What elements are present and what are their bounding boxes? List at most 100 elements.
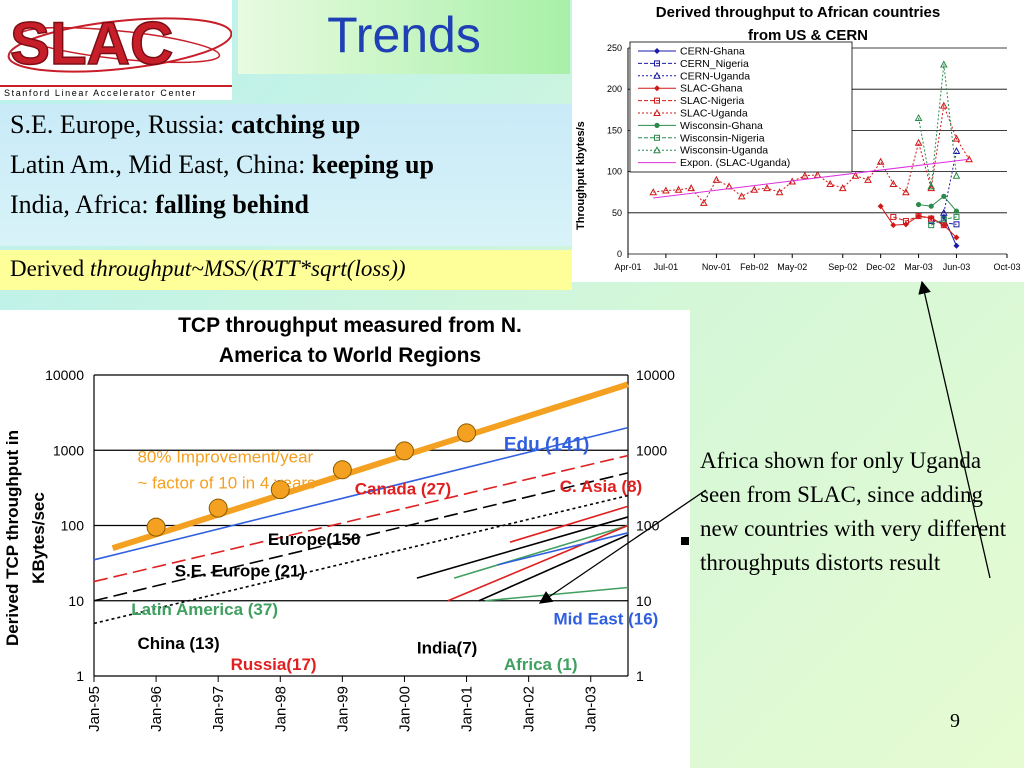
series-edu-141 [93,426,629,561]
point-wisconsin-ghana [928,203,934,209]
point-slac-uganda [864,175,872,183]
improvement-point [208,498,228,518]
point-slac-uganda [687,184,696,192]
bullet-3: India, Africa: falling behind [10,190,309,220]
series-india-7 [478,534,629,602]
tcp-y-tick-label-right: 1000 [636,442,667,458]
trend-bullets: S.E. Europe, Russia: catching up Latin A… [0,104,572,246]
legend-label-slac-uganda: SLAC-Uganda [680,108,748,120]
legend-marker-slac-ghana [654,85,660,92]
legend-marker-slac-nigeria [654,97,660,104]
point-wisconsin-ghana [941,193,947,199]
tcp-chart-title-line2: America to World Regions [219,344,481,367]
point-slac-uganda [662,186,670,194]
point-slac-uganda [801,171,809,179]
series-africa-1 [485,586,629,602]
africa-chart-ylabel: Throughput kbytes/s [575,121,587,230]
slac-logo-text: SLAC [10,10,173,77]
legend-label-cern-ghana: CERN-Ghana [680,46,745,58]
africa-x-tick-label: Jun-03 [943,262,971,272]
point-slac-uganda [952,134,961,142]
africa-y-tick-label: 50 [612,208,622,218]
point-slac-uganda [876,157,885,165]
tcp-y-tick-label-right: 10000 [636,367,675,383]
point-slac-ghana [953,234,960,241]
point-wisconsin-uganda [952,171,961,179]
legend-label-expon-slac-uganda: Expon. (SLAC-Uganda) [680,157,790,169]
improvement-point [457,423,477,443]
tcp-chart-ylabel: Derived TCP throughput in [3,430,22,646]
label-canada-27: Canada (27) [355,479,451,498]
label-c-asia-8: C. Asia (8) [560,477,643,496]
point-wisconsin-nigeria [940,216,947,223]
label-africa-1: Africa (1) [504,655,578,674]
point-cern-uganda [939,208,948,216]
africa-y-tick-label: 0 [617,249,622,259]
tcp-chart-title-line1: TCP throughput measured from N. [178,314,522,337]
point-slac-nigeria [940,222,947,229]
point-cern-nigeria [953,221,960,228]
point-slac-uganda [712,175,721,183]
series-wisconsin-nigeria [930,216,957,226]
point-wisconsin-nigeria [953,213,960,220]
point-slac-uganda [826,179,834,187]
point-wisconsin-uganda [927,182,936,190]
africa-y-tick-label: 100 [607,167,622,177]
africa-y-tick-label: 150 [607,125,622,135]
series-improvement-trend [111,381,629,552]
legend-marker-cern-ghana [654,48,660,54]
point-slac-uganda [902,188,910,196]
point-slac-uganda [649,188,658,196]
legend-marker-wisconsin-uganda [653,146,661,154]
legend-marker-cern-nigeria [654,60,660,67]
legend-marker-slac-uganda [653,108,661,116]
bullet-1: S.E. Europe, Russia: catching up [10,110,360,140]
tcp-y-tick-label-left: 10 [68,593,84,609]
africa-x-tick-label: Sep-02 [828,262,857,272]
africa-y-tick-label: 250 [607,43,622,53]
improvement-point [146,517,166,537]
point-slac-uganda [939,101,948,109]
improvement-point [394,441,414,461]
legend-label-wisconsin-uganda: Wisconsin-Uganda [680,145,768,157]
point-slac-uganda [838,184,847,192]
improvement-annotation: 80% Improvement/year [137,447,313,466]
improvement-point [332,460,352,480]
tcp-x-tick-label: Jan-01 [459,686,476,732]
series-slac-nigeria [893,215,945,226]
tcp-x-tick-label: Jan-00 [396,686,413,732]
label-russia-17: Russia(17) [231,655,317,674]
point-slac-uganda [927,184,936,192]
legend-label-wisconsin-ghana: Wisconsin-Ghana [680,120,763,132]
africa-x-tick-label: Apr-01 [614,262,641,272]
tcp-y-tick-label-right: 1 [636,668,644,684]
point-slac-uganda [851,171,860,179]
point-slac-nigeria [928,215,935,222]
point-slac-uganda [699,198,708,206]
africa-x-tick-label: Oct-03 [993,262,1020,272]
tcp-y-tick-label-left: 10000 [45,367,84,383]
africa-note: Africa shown for only Uganda seen from S… [700,448,1007,575]
point-wisconsin-uganda [939,60,948,68]
africa-throughput-chart: Derived throughput to African countries … [572,0,1024,282]
africa-x-tick-label: Dec-02 [866,262,895,272]
africa-x-tick-label: Nov-01 [702,262,731,272]
tcp-chart-ylabel-line2: KBytes/sec [29,492,48,584]
bullet-3-prefix: India, Africa: [10,190,156,219]
legend-label-wisconsin-nigeria: Wisconsin-Nigeria [680,132,765,144]
point-slac-uganda [889,179,898,187]
label-india-7: India(7) [417,638,477,657]
bullet-marker [681,537,689,545]
point-slac-uganda [737,192,746,200]
label-latin-america-37: Latin America (37) [131,600,278,619]
africa-chart-title-line2: from US & CERN [748,27,868,44]
point-cern-ghana [953,242,960,249]
formula-box: Derived throughput~MSS/(RTT*sqrt(loss)) [0,250,572,290]
bullet-3-emph: falling behind [155,190,310,219]
point-slac-uganda [775,188,784,196]
bullet-2-emph: keeping up [311,150,434,179]
point-slac-nigeria [915,213,922,220]
bullet-2-prefix: Latin Am., Mid East, China: [10,150,312,179]
tcp-y-tick-label-left: 1 [76,668,84,684]
bullet-1-emph: catching up [231,110,361,139]
